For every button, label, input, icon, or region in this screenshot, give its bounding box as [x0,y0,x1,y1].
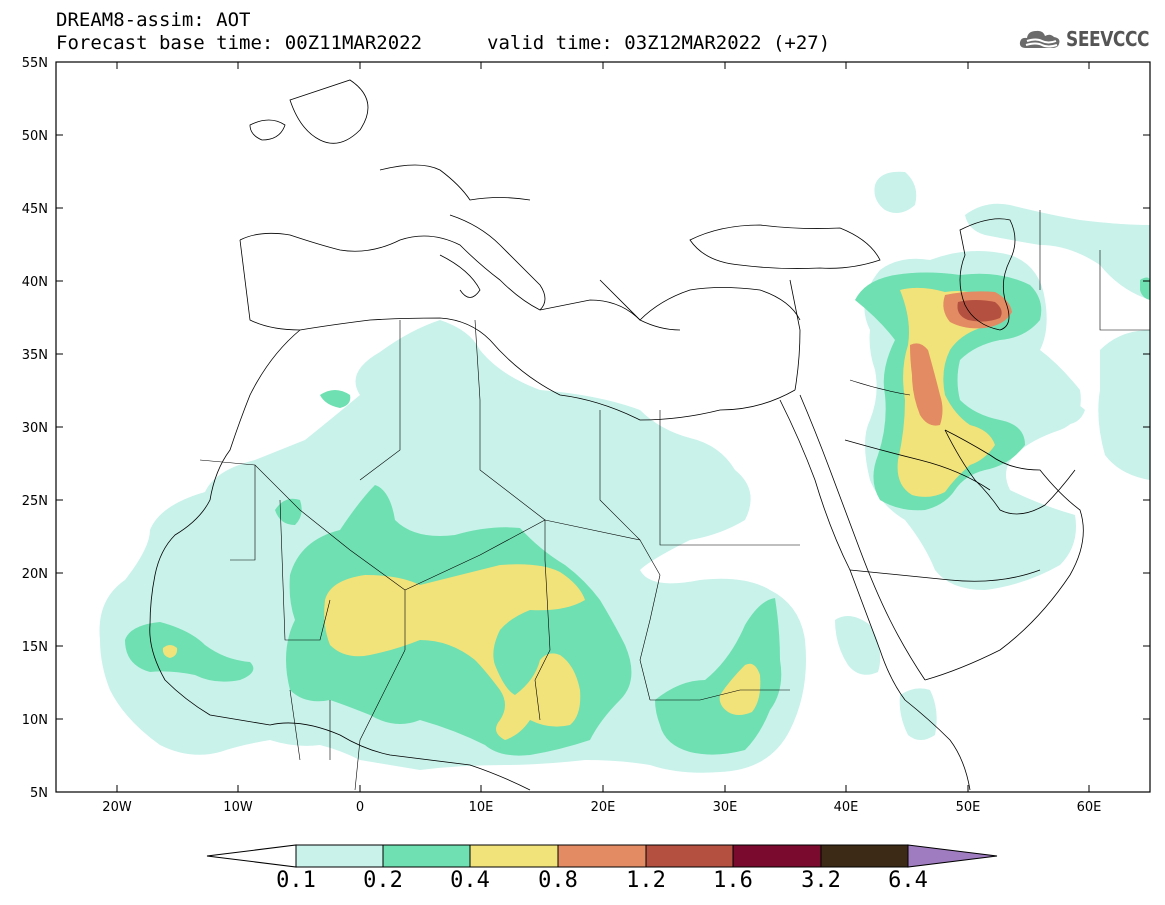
colorbar-bin [295,844,384,868]
valid-time: valid time: 03Z12MAR2022 (+27) [487,32,831,54]
colorbar-label: 3.2 [801,868,841,893]
lon-label: 60E [1077,800,1102,815]
cloud-icon [1019,30,1060,48]
lat-label: 5N [30,786,48,801]
lat-label: 45N [22,202,48,217]
colorbar-label: 6.4 [888,868,928,893]
lon-label: 20W [102,800,132,815]
lon-label: 10W [223,800,253,815]
lon-label: 20E [591,800,616,815]
colorbar [206,844,998,868]
colorbar-label: 0.2 [363,868,403,893]
logo-text: SEEVCCC [1066,27,1150,51]
lat-label: 10N [22,713,48,728]
colorbar-label: 0.1 [276,868,316,893]
map-title: DREAM8-assim: AOT [56,9,251,31]
lat-label: 30N [22,421,48,436]
latitude-axis: 55N 50N 45N 40N 35N 30N 25N 20N 15N 10N … [22,56,1150,801]
lon-label: 0 [356,800,364,815]
lat-label: 50N [22,129,48,144]
lat-label: 20N [22,567,48,582]
lat-label: 55N [22,56,48,71]
colorbar-over-arrow [907,844,998,868]
lat-label: 40N [22,275,48,290]
lon-label: 40E [834,800,859,815]
aot-layer-0.4-0.8 [162,287,995,740]
lon-label: 30E [713,800,738,815]
forecast-base-time: Forecast base time: 00Z11MAR2022 [56,32,423,54]
colorbar-label: 0.8 [538,868,578,893]
coastlines [149,79,1084,791]
colorbar-bin [382,844,471,868]
colorbar-bin [469,844,559,868]
longitude-axis: 20W 10W 0 10E 20E 30E 40E 50E 60E [102,62,1101,815]
lat-label: 35N [22,348,48,363]
aot-layer-1.2-1.6 [957,300,1002,322]
colorbar-under-arrow [206,844,297,868]
colorbar-bin [732,844,822,868]
lon-label: 10E [469,800,494,815]
lon-label: 50E [956,800,981,815]
lat-label: 25N [22,494,48,509]
colorbar-label: 1.6 [713,868,753,893]
lat-label: 15N [22,640,48,655]
colorbar-bin [645,844,734,868]
country-borders [199,210,1150,791]
seevccc-logo: SEEVCCC [1018,24,1164,54]
colorbar-label: 1.2 [626,868,666,893]
colorbar-bin [557,844,647,868]
colorbar-bin [820,844,909,868]
colorbar-label: 0.4 [450,868,490,893]
